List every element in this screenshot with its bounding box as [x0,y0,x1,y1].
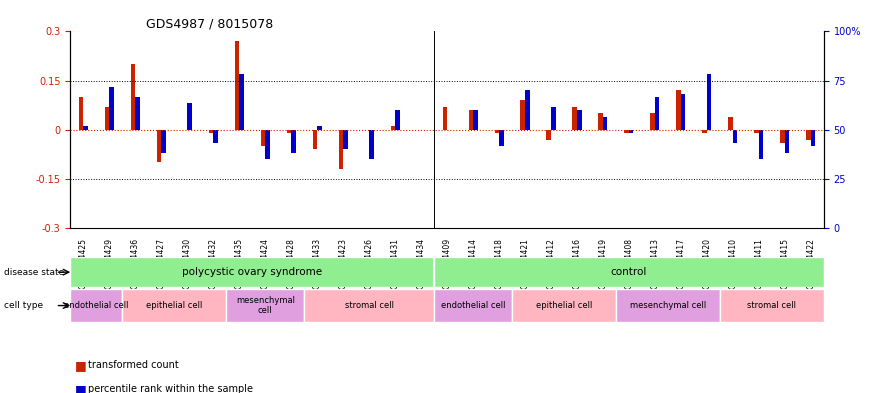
Bar [806,130,811,140]
Bar [577,110,581,130]
Bar [265,130,270,159]
Bar [396,110,400,130]
Bar [79,97,84,130]
Bar [469,110,473,130]
Bar [598,113,603,130]
Text: epithelial cell: epithelial cell [146,301,203,310]
Bar [213,130,218,143]
FancyBboxPatch shape [434,289,512,322]
Bar [390,127,396,130]
Bar [286,130,292,133]
Bar [109,87,114,130]
Bar [369,130,374,159]
Bar [161,130,166,152]
Text: GDS4987 / 8015078: GDS4987 / 8015078 [145,17,273,30]
Bar [136,97,140,130]
FancyBboxPatch shape [720,289,824,322]
FancyBboxPatch shape [122,289,226,322]
Bar [781,130,785,143]
Bar [499,130,504,146]
Bar [157,130,161,162]
Text: ■: ■ [75,382,86,393]
Text: disease state: disease state [4,268,64,277]
FancyBboxPatch shape [70,257,434,287]
Bar [84,127,88,130]
FancyBboxPatch shape [70,289,122,322]
Bar [261,130,265,146]
FancyBboxPatch shape [512,289,616,322]
Text: ■: ■ [75,359,86,372]
Bar [313,130,317,149]
Bar [546,130,551,140]
Bar [209,130,213,133]
Bar [344,130,348,149]
Bar [292,130,296,152]
Bar [473,110,478,130]
Text: endothelial cell: endothelial cell [440,301,506,310]
FancyBboxPatch shape [226,289,304,322]
Bar [105,107,109,130]
Text: control: control [611,267,648,277]
Bar [188,103,192,130]
Bar [442,107,447,130]
Bar [240,74,244,130]
Text: stromal cell: stromal cell [747,301,796,310]
Bar [317,127,322,130]
Bar [131,64,136,130]
Bar [521,100,525,130]
Bar [234,41,240,130]
Bar [702,130,707,133]
Bar [707,74,711,130]
Bar [625,130,629,133]
Bar [759,130,763,159]
Bar [494,130,499,133]
FancyBboxPatch shape [304,289,434,322]
Bar [754,130,759,133]
Text: transformed count: transformed count [88,360,179,371]
Bar [338,130,344,169]
Bar [733,130,737,143]
Bar [785,130,789,152]
Bar [650,113,655,130]
FancyBboxPatch shape [434,257,824,287]
Bar [551,107,556,130]
Text: stromal cell: stromal cell [344,301,394,310]
Text: epithelial cell: epithelial cell [536,301,592,310]
Bar [677,90,681,130]
Bar [681,94,685,130]
FancyBboxPatch shape [616,289,720,322]
Bar [629,130,633,133]
Text: polycystic ovary syndrome: polycystic ovary syndrome [182,267,322,277]
Bar [729,117,733,130]
Bar [603,117,608,130]
Text: endothelial cell: endothelial cell [64,301,129,310]
Text: cell type: cell type [4,301,43,310]
Bar [573,107,577,130]
Text: mesenchymal cell: mesenchymal cell [630,301,706,310]
Bar [525,90,529,130]
Text: percentile rank within the sample: percentile rank within the sample [88,384,253,393]
Bar [655,97,660,130]
Text: mesenchymal
cell: mesenchymal cell [236,296,295,315]
Bar [811,130,815,146]
